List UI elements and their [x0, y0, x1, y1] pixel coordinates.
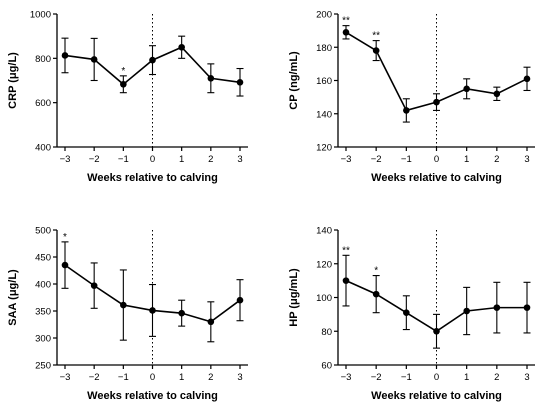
- data-point: [372, 47, 380, 54]
- x-tick-label: 3: [237, 154, 242, 165]
- y-tick-label: 500: [35, 226, 51, 237]
- x-tick-label: 1: [464, 372, 469, 383]
- data-point: [493, 304, 501, 311]
- data-point: [403, 107, 410, 114]
- data-point: [207, 74, 215, 82]
- x-tick-label: −3: [341, 154, 352, 165]
- x-tick-label: −3: [60, 372, 71, 383]
- x-tick-label: −1: [401, 372, 412, 383]
- x-tick-label: −2: [371, 154, 382, 165]
- x-tick-label: −2: [89, 154, 100, 165]
- y-tick-label: 1000: [30, 10, 51, 21]
- y-tick-label: 450: [35, 253, 51, 264]
- y-tick-label: 120: [316, 259, 332, 270]
- x-tick-label: 2: [494, 372, 499, 383]
- y-tick-label: 100: [316, 293, 332, 304]
- y-tick-label: 80: [321, 327, 332, 338]
- x-tick-label: 1: [464, 154, 469, 165]
- data-point: [236, 296, 244, 304]
- x-tick-label: −3: [341, 372, 352, 383]
- data-point: [403, 309, 410, 316]
- chart-panel-1: 400 600 800 1000 −3 −2 −1 0 1 2 3 Weeks relative to…: [7, 10, 248, 184]
- x-tick-label: −3: [60, 154, 71, 165]
- x-tick-label: −1: [118, 154, 129, 165]
- data-point: [120, 80, 127, 88]
- data-point: [342, 28, 350, 36]
- data-point: [433, 327, 440, 335]
- data-point: [149, 56, 156, 64]
- data-point: [120, 301, 127, 309]
- data-point: [463, 307, 470, 315]
- y-tick-label: 600: [35, 98, 51, 109]
- data-point: [61, 52, 69, 59]
- significance-marker: *: [121, 66, 125, 77]
- x-tick-label: −1: [118, 372, 129, 383]
- data-point: [178, 43, 185, 51]
- x-tick-label: 2: [208, 154, 213, 165]
- x-tick-label: −1: [401, 154, 412, 165]
- x-tick-label: 0: [150, 372, 155, 383]
- data-point: [90, 282, 98, 289]
- significance-marker: **: [342, 245, 350, 256]
- y-tick-label: 200: [316, 10, 332, 21]
- x-axis-title: Weeks relative to calving: [87, 390, 218, 402]
- data-point: [523, 304, 531, 311]
- y-tick-label: 140: [316, 109, 332, 120]
- x-tick-label: −2: [371, 372, 382, 383]
- data-point: [90, 56, 98, 63]
- data-point: [207, 318, 215, 326]
- y-tick-label: 140: [316, 226, 332, 237]
- significance-marker: *: [374, 266, 378, 277]
- y-tick-label: 250: [35, 361, 51, 372]
- x-tick-label: 1: [179, 154, 184, 165]
- x-tick-label: 3: [237, 372, 242, 383]
- y-tick-label: 400: [35, 143, 51, 154]
- x-axis-title: Weeks relative to calving: [371, 390, 502, 402]
- x-axis-title: Weeks relative to calving: [87, 172, 218, 184]
- significance-marker: **: [372, 31, 380, 42]
- y-tick-label: 180: [316, 43, 332, 54]
- x-tick-label: 0: [150, 154, 155, 165]
- x-tick-label: 3: [524, 154, 529, 165]
- x-tick-label: 1: [179, 372, 184, 383]
- y-tick-label: 350: [35, 307, 51, 318]
- x-tick-label: 2: [208, 372, 213, 383]
- data-point: [61, 261, 69, 269]
- data-point: [149, 307, 156, 314]
- data-point: [236, 78, 244, 86]
- y-axis-title: CRP (μg/L): [7, 52, 19, 109]
- significance-marker: *: [63, 232, 67, 243]
- x-tick-label: 3: [524, 372, 529, 383]
- data-point: [372, 290, 380, 298]
- y-axis-title: HP (μg/mL): [288, 268, 300, 327]
- y-tick-label: 400: [35, 280, 51, 291]
- y-tick-label: 120: [316, 143, 332, 154]
- data-point: [523, 75, 531, 83]
- chart-panel-3: 250 300 350 400 450 500 −3 −2 −1 0 1 2 3 Weeks relati…: [7, 226, 248, 402]
- x-tick-label: 0: [434, 154, 439, 165]
- data-point: [178, 309, 185, 317]
- data-point: [493, 90, 501, 98]
- y-axis-title: CP (ng/mL): [288, 51, 300, 110]
- y-tick-label: 60: [321, 361, 332, 372]
- significance-marker: **: [342, 16, 350, 27]
- chart-panel-4: 60 80 100 120 140 −3 −2 −1 0 1 2 3 Weeks relative to…: [288, 226, 535, 402]
- x-tick-label: 0: [434, 372, 439, 383]
- y-axis-title: SAA (μg/L): [7, 269, 19, 326]
- data-point: [342, 277, 350, 284]
- y-tick-label: 300: [35, 334, 51, 345]
- x-axis-title: Weeks relative to calving: [371, 172, 502, 184]
- x-tick-label: 2: [494, 154, 499, 165]
- y-tick-label: 800: [35, 54, 51, 65]
- data-point: [433, 98, 440, 106]
- x-tick-label: −2: [89, 372, 100, 383]
- chart-panel-2: 120 140 160 180 200 −3 −2 −1 0 1 2 3 Weeks relative …: [288, 10, 535, 184]
- y-tick-label: 160: [316, 76, 332, 87]
- data-point: [463, 85, 470, 93]
